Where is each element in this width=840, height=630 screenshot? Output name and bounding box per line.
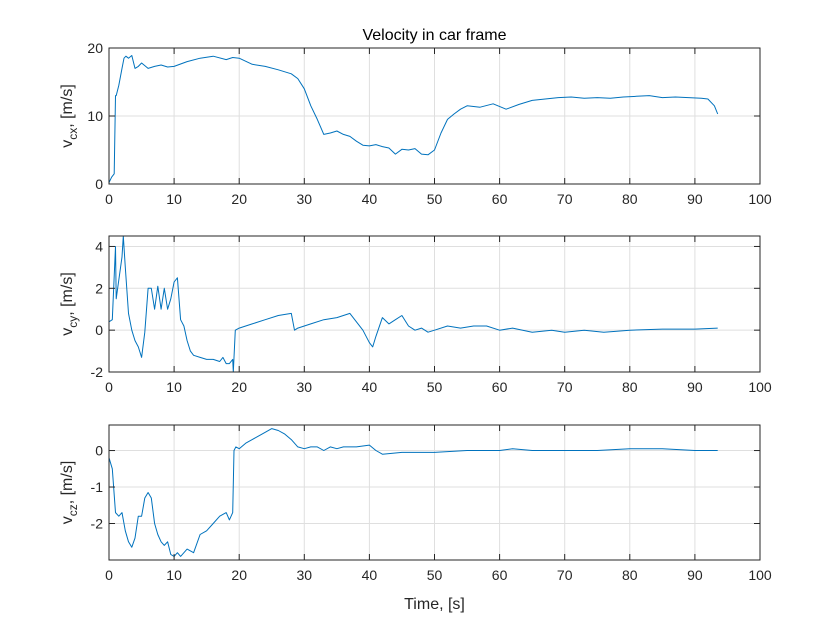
x-tick-label: 30 <box>297 567 313 583</box>
x-tick-label: 50 <box>427 191 443 207</box>
y-axis-label-main: v <box>59 516 76 524</box>
x-tick-label: 50 <box>427 379 443 395</box>
x-tick-label: 100 <box>748 379 772 395</box>
x-tick-label: 10 <box>166 379 182 395</box>
x-tick-label: 80 <box>622 191 638 207</box>
y-axis-label-vcy: vcy, [m/s] <box>59 272 80 336</box>
y-tick-label: -1 <box>91 479 104 495</box>
y-tick-label: 0 <box>95 176 103 192</box>
x-tick-label: 80 <box>622 379 638 395</box>
x-tick-label: 70 <box>557 191 573 207</box>
series-line-vcz <box>109 428 718 557</box>
y-axis-label-vcx: vcx, [m/s] <box>59 84 80 148</box>
series-line-vcx <box>109 55 719 183</box>
y-axis-label-vcz: vcz, [m/s] <box>59 461 80 525</box>
x-tick-label: 20 <box>231 567 247 583</box>
y-tick-label: 20 <box>87 40 103 56</box>
x-tick-label: 100 <box>748 191 772 207</box>
x-tick-label: 70 <box>557 379 573 395</box>
y-axis-label-unit: , [m/s] <box>59 84 76 128</box>
y-axis-label-sub: cy <box>66 316 80 328</box>
x-tick-label: 0 <box>105 379 113 395</box>
y-axis-label-main: v <box>59 140 76 148</box>
x-axis-label: Time, [s] <box>404 596 465 613</box>
x-tick-label: 90 <box>687 379 703 395</box>
y-axis-label-sub: cx <box>66 128 80 140</box>
x-tick-label: 0 <box>105 567 113 583</box>
x-tick-label: 60 <box>492 379 508 395</box>
chart-title: Velocity in car frame <box>362 27 506 44</box>
x-tick-label: 40 <box>362 191 378 207</box>
series-line-vcy <box>109 236 718 372</box>
x-tick-label: 20 <box>231 379 247 395</box>
y-axis-label-main: v <box>59 328 76 336</box>
x-tick-label: 50 <box>427 567 443 583</box>
x-tick-label: 20 <box>231 191 247 207</box>
x-tick-label: 10 <box>166 567 182 583</box>
x-tick-label: 90 <box>687 191 703 207</box>
x-tick-label: 60 <box>492 191 508 207</box>
y-tick-label: 2 <box>95 280 103 296</box>
x-tick-label: 40 <box>362 379 378 395</box>
y-tick-label: 0 <box>95 322 103 338</box>
x-tick-label: 90 <box>687 567 703 583</box>
panel-vcz: 0 10 20 30 40 50 60 70 80 90 100 -2 -1 0 vcz, [m/s] <box>59 424 772 583</box>
x-tick-label: 80 <box>622 567 638 583</box>
y-tick-label: 10 <box>87 108 103 124</box>
x-tick-label: 100 <box>748 567 772 583</box>
y-tick-label: -2 <box>91 516 104 532</box>
x-tick-label: 10 <box>166 191 182 207</box>
x-tick-label: 40 <box>362 567 378 583</box>
x-tick-label: 30 <box>297 379 313 395</box>
x-tick-label: 30 <box>297 191 313 207</box>
y-tick-label: -2 <box>91 364 104 380</box>
x-tick-label: 60 <box>492 567 508 583</box>
x-tick-label: 70 <box>557 567 573 583</box>
x-tick-label: 0 <box>105 191 113 207</box>
y-tick-label: 0 <box>95 443 103 459</box>
y-tick-label: 4 <box>95 238 103 254</box>
y-axis-label-unit: , [m/s] <box>59 461 76 505</box>
panel-vcx: 0 10 20 30 40 50 60 70 80 90 100 0 10 20 vcx, [m/s] <box>59 40 772 207</box>
y-axis-label-unit: , [m/s] <box>59 272 76 316</box>
y-axis-label-sub: cz <box>66 504 80 516</box>
